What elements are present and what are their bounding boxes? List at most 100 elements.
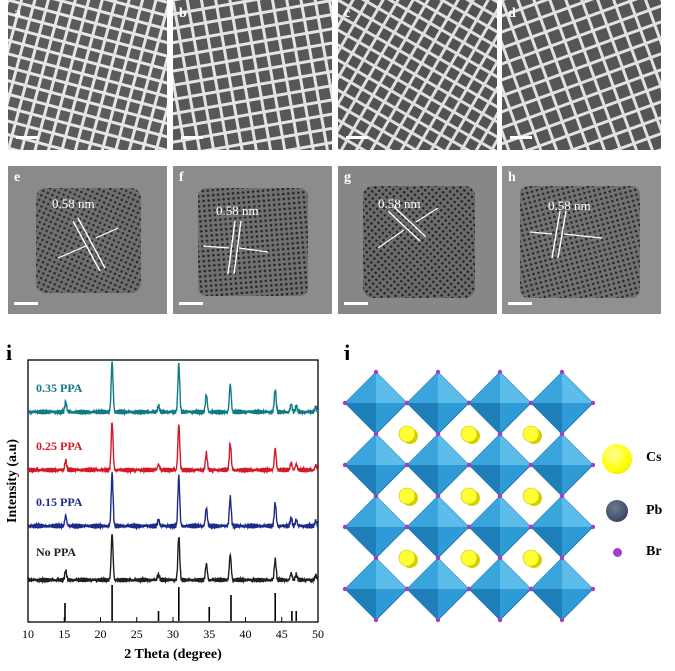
pbbr6-octahedron: [530, 495, 594, 559]
octahedron-face-mid: [345, 558, 376, 589]
lattice-label-f: 0.58 nm: [216, 203, 259, 218]
octahedron-face-mid: [407, 496, 438, 527]
octahedron-face-light: [500, 558, 531, 589]
cs-legend-label: Cs: [646, 450, 662, 465]
br-atom: [342, 400, 348, 406]
series-label: 0.25 PPA: [36, 439, 83, 453]
pbbr6-octahedron: [406, 371, 470, 435]
octahedron-face-dark: [345, 403, 376, 434]
pbbr6-octahedron: [406, 495, 470, 559]
br-atom: [435, 431, 441, 437]
panel-label-c: c: [344, 6, 351, 21]
panel-label-h: h: [508, 170, 516, 185]
br-atom: [435, 493, 441, 499]
br-atom: [497, 493, 503, 499]
pbbr6-octahedron: [468, 495, 532, 559]
pb-legend-marker: [606, 500, 628, 522]
panel-label-f: f: [179, 170, 184, 185]
br-atom: [559, 617, 565, 623]
tem-image-d: [502, 0, 661, 150]
xrd-chart: 10 15 20 25 30 35 40 45 50 2 Theta (degree) Intens…: [5, 359, 324, 662]
x-axis-label: 2 Theta (degree): [124, 647, 222, 662]
br-atom: [373, 431, 379, 437]
octahedron-face-dark: [531, 589, 562, 620]
octahedron-face-mid: [531, 558, 562, 589]
scale-bar-a: [16, 136, 38, 139]
pbbr6-octahedron: [530, 433, 594, 497]
br-atom: [497, 617, 503, 623]
br-atom: [404, 524, 410, 530]
br-atom: [528, 400, 534, 406]
pbbr6-octahedron: [344, 557, 408, 621]
x-tick-label: 50: [312, 627, 324, 641]
octahedron-face-light: [376, 558, 407, 589]
x-tick-label: 25: [131, 627, 143, 641]
scale-bar-g: [344, 302, 368, 305]
br-atom: [404, 400, 410, 406]
pbbr6-octahedron: [406, 433, 470, 497]
octahedron-face-light: [438, 558, 469, 589]
br-atom: [559, 555, 565, 561]
panel-label-e: e: [14, 170, 21, 185]
octahedron-face-light: [438, 434, 469, 465]
series-label: 0.15 PPA: [36, 495, 83, 509]
cs-atom: [460, 487, 478, 505]
hrtem-image-e: [8, 166, 167, 314]
octahedron-face-mid: [469, 496, 500, 527]
octahedron-face-mid: [345, 434, 376, 465]
octahedron-face-dark: [345, 527, 376, 558]
pbbr6-octahedron: [530, 371, 594, 435]
y-axis-label: Intensity (a.u): [5, 439, 20, 523]
br-atom: [342, 586, 348, 592]
series-line: [27, 471, 319, 531]
br-atom: [466, 400, 472, 406]
octahedron-face-light: [500, 434, 531, 465]
panel-label-a: a: [14, 6, 21, 21]
br-atom: [497, 555, 503, 561]
br-atom: [373, 555, 379, 561]
hrtem-image-f: [173, 166, 332, 314]
octahedron-face-light: [562, 372, 593, 403]
br-atom: [373, 493, 379, 499]
cs-atom: [522, 425, 540, 443]
br-legend-label: Br: [646, 544, 662, 559]
octahedron-face-mid: [407, 558, 438, 589]
octahedron-face-light: [562, 434, 593, 465]
octahedron-face-mid: [531, 496, 562, 527]
br-atom: [466, 586, 472, 592]
pbbr6-octahedron: [344, 371, 408, 435]
octahedron-face-light: [562, 558, 593, 589]
pbbr6-octahedron: [468, 557, 532, 621]
octahedron-face-dark: [531, 527, 562, 558]
x-tick-label: 15: [58, 627, 70, 641]
x-tick-label: 10: [22, 627, 34, 641]
x-tick-label: 20: [95, 627, 107, 641]
octahedron-face-dark: [407, 527, 438, 558]
br-atom: [342, 462, 348, 468]
octahedron-face-light: [438, 372, 469, 403]
lattice-label-e: 0.58 nm: [52, 196, 95, 211]
octahedron-face-light: [562, 496, 593, 527]
octahedron-face-light: [376, 496, 407, 527]
br-atom: [559, 369, 565, 375]
octahedron-face-mid: [531, 434, 562, 465]
scale-bar-d: [510, 136, 532, 139]
cs-atom: [398, 549, 416, 567]
br-atom: [435, 555, 441, 561]
br-atom: [435, 369, 441, 375]
panel-label-j: j: [343, 340, 351, 365]
panel-label-i: i: [6, 340, 13, 365]
x-tick-label: 40: [240, 627, 252, 641]
octahedron-face-dark: [531, 403, 562, 434]
scale-bar-e: [14, 302, 38, 305]
octahedron-face-mid: [345, 372, 376, 403]
cs-atom: [460, 425, 478, 443]
br-atom: [528, 524, 534, 530]
br-legend-marker: [613, 548, 622, 557]
pbbr6-octahedron: [406, 557, 470, 621]
octahedron-face-mid: [345, 496, 376, 527]
br-atom: [404, 462, 410, 468]
octahedron-face-light: [438, 496, 469, 527]
lattice-label-h: 0.58 nm: [548, 198, 591, 213]
br-atom: [590, 462, 595, 468]
